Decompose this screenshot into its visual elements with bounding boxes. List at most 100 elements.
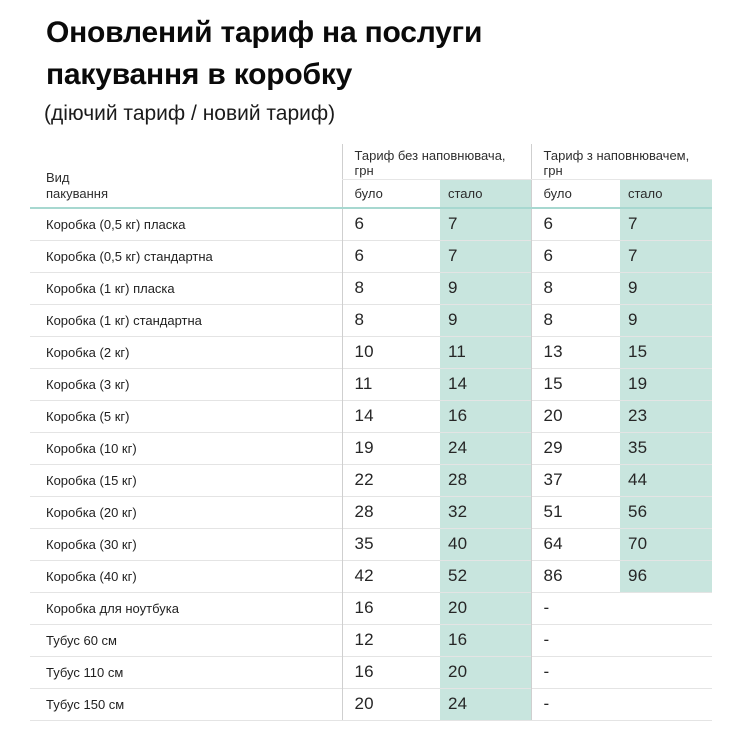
no-filler-became-cell: 52 <box>440 559 531 592</box>
filler-became-cell: 35 <box>620 431 712 464</box>
filler-was-cell: 8 <box>530 271 620 304</box>
group-header-row: Вид пакування Тариф без наповнювача, грн… <box>30 144 712 209</box>
packaging-type-cell: Тубус 110 см <box>30 655 342 688</box>
packaging-type-cell: Коробка (1 кг) стандартна <box>30 303 342 336</box>
no-filler-was-cell: 12 <box>341 623 440 656</box>
table-row: Коробка (2 кг) 10 11 13 15 <box>30 335 712 368</box>
packaging-type-cell: Коробка (20 кг) <box>30 495 342 528</box>
tariff-table: Вид пакування Тариф без наповнювача, грн… <box>30 144 712 721</box>
no-filler-became-cell: 24 <box>440 687 531 721</box>
filler-became-cell: 44 <box>620 463 712 496</box>
filler-was-cell: - <box>530 687 620 721</box>
no-filler-became-cell: 20 <box>440 591 531 624</box>
no-filler-became-cell: 14 <box>440 367 531 400</box>
filler-was-cell: 8 <box>530 303 620 336</box>
filler-became-cell <box>620 623 712 656</box>
filler-became-cell: 7 <box>620 239 712 272</box>
no-filler-was-cell: 6 <box>341 239 440 272</box>
packaging-type-cell: Коробка (5 кг) <box>30 399 342 432</box>
filler-became-cell: 56 <box>620 495 712 528</box>
packaging-type-cell: Коробка (3 кг) <box>30 367 342 400</box>
table-row: Тубус 110 см 16 20- <box>30 655 712 688</box>
filler-became-cell: 9 <box>620 271 712 304</box>
table-row: Коробка (40 кг) 42 52 86 96 <box>30 559 712 592</box>
sub-header-row: було стало було стало <box>30 179 712 209</box>
no-filler-was-cell: 19 <box>341 431 440 464</box>
table-row: Коробка для ноутбука 16 20- <box>30 591 712 624</box>
no-filler-was-cell: 6 <box>341 208 440 240</box>
no-filler-was-cell: 10 <box>341 335 440 368</box>
table-row: Тубус 60 см 12 16- <box>30 623 712 656</box>
filler-became-cell: 19 <box>620 367 712 400</box>
no-filler-became-cell: 32 <box>440 495 531 528</box>
filler-became-cell: 96 <box>620 559 712 592</box>
packaging-type-cell: Коробка (40 кг) <box>30 559 342 592</box>
table-row: Коробка (30 кг) 35 40 64 70 <box>30 527 712 560</box>
filler-was-cell: 51 <box>530 495 620 528</box>
packaging-type-cell: Коробка (2 кг) <box>30 335 342 368</box>
filler-was-cell: - <box>530 655 620 688</box>
packaging-type-header-line1: Вид <box>46 170 70 185</box>
no-filler-became-cell: 7 <box>440 208 531 240</box>
no-filler-was-cell: 8 <box>341 303 440 336</box>
group-header-with-filler: Тариф з наповнювачем, грн <box>530 144 712 180</box>
no-filler-was-cell: 14 <box>341 399 440 432</box>
no-filler-was-cell: 22 <box>341 463 440 496</box>
no-filler-became-cell: 40 <box>440 527 531 560</box>
no-filler-was-cell: 20 <box>341 687 440 721</box>
packaging-type-header-line2: пакування <box>46 186 108 201</box>
filler-was-cell: 64 <box>530 527 620 560</box>
no-filler-was-cell: 42 <box>341 559 440 592</box>
page-title-line1: Оновлений тариф на послуги <box>46 16 483 49</box>
no-filler-became-cell: 16 <box>440 623 531 656</box>
page-title-line2: пакування в коробку <box>46 58 353 91</box>
no-filler-was-cell: 16 <box>341 655 440 688</box>
no-filler-became-cell: 9 <box>440 303 531 336</box>
filler-became-cell: 9 <box>620 303 712 336</box>
no-filler-became-cell: 9 <box>440 271 531 304</box>
filler-was-cell: 29 <box>530 431 620 464</box>
no-filler-became-header: стало <box>440 179 531 209</box>
no-filler-became-cell: 11 <box>440 335 531 368</box>
packaging-type-cell: Коробка (1 кг) пласка <box>30 271 342 304</box>
filler-became-cell <box>620 591 712 624</box>
table-row: Коробка (3 кг) 11 14 15 19 <box>30 367 712 400</box>
no-filler-became-cell: 24 <box>440 431 531 464</box>
filler-was-cell: - <box>530 591 620 624</box>
no-filler-was-cell: 8 <box>341 271 440 304</box>
packaging-type-cell: Коробка (15 кг) <box>30 463 342 496</box>
filler-was-cell: 6 <box>530 239 620 272</box>
no-filler-was-cell: 28 <box>341 495 440 528</box>
no-filler-was-cell: 35 <box>341 527 440 560</box>
filler-became-cell: 7 <box>620 208 712 240</box>
page-subtitle: (діючий тариф / новий тариф) <box>44 102 336 125</box>
packaging-type-cell: Коробка (10 кг) <box>30 431 342 464</box>
filler-was-cell: 37 <box>530 463 620 496</box>
packaging-type-cell: Коробка (30 кг) <box>30 527 342 560</box>
group-header-no-filler: Тариф без наповнювача, грн <box>341 144 531 180</box>
packaging-type-cell: Коробка для ноутбука <box>30 591 342 624</box>
filler-was-cell: 13 <box>530 335 620 368</box>
packaging-type-cell: Тубус 150 см <box>30 687 342 721</box>
table-row: Коробка (5 кг) 14 16 20 23 <box>30 399 712 432</box>
filler-was-cell: - <box>530 623 620 656</box>
packaging-type-cell: Коробка (0,5 кг) пласка <box>46 216 186 232</box>
table-row: Коробка (0,5 кг) пласка 6 7 6 7 <box>30 208 712 240</box>
packaging-type-cell: Коробка (0,5 кг) стандартна <box>30 239 342 272</box>
table-row: Коробка (10 кг) 19 24 29 35 <box>30 431 712 464</box>
filler-was-cell: 15 <box>530 367 620 400</box>
table-header: Вид пакування Тариф без наповнювача, грн… <box>30 144 712 209</box>
filler-became-cell: 15 <box>620 335 712 368</box>
table-row: Тубус 150 см 20 24- <box>30 687 712 721</box>
filler-was-cell: 20 <box>530 399 620 432</box>
no-filler-became-cell: 7 <box>440 239 531 272</box>
no-filler-was-header: було <box>341 179 440 209</box>
no-filler-became-cell: 20 <box>440 655 531 688</box>
no-filler-became-cell: 28 <box>440 463 531 496</box>
table-row: Коробка (0,5 кг) стандартна 6 7 6 7 <box>30 239 712 272</box>
packaging-type-header: Вид пакування <box>30 144 342 209</box>
no-filler-became-cell: 16 <box>440 399 531 432</box>
packaging-type-cell: Тубус 60 см <box>30 623 342 656</box>
no-filler-was-cell: 16 <box>341 591 440 624</box>
